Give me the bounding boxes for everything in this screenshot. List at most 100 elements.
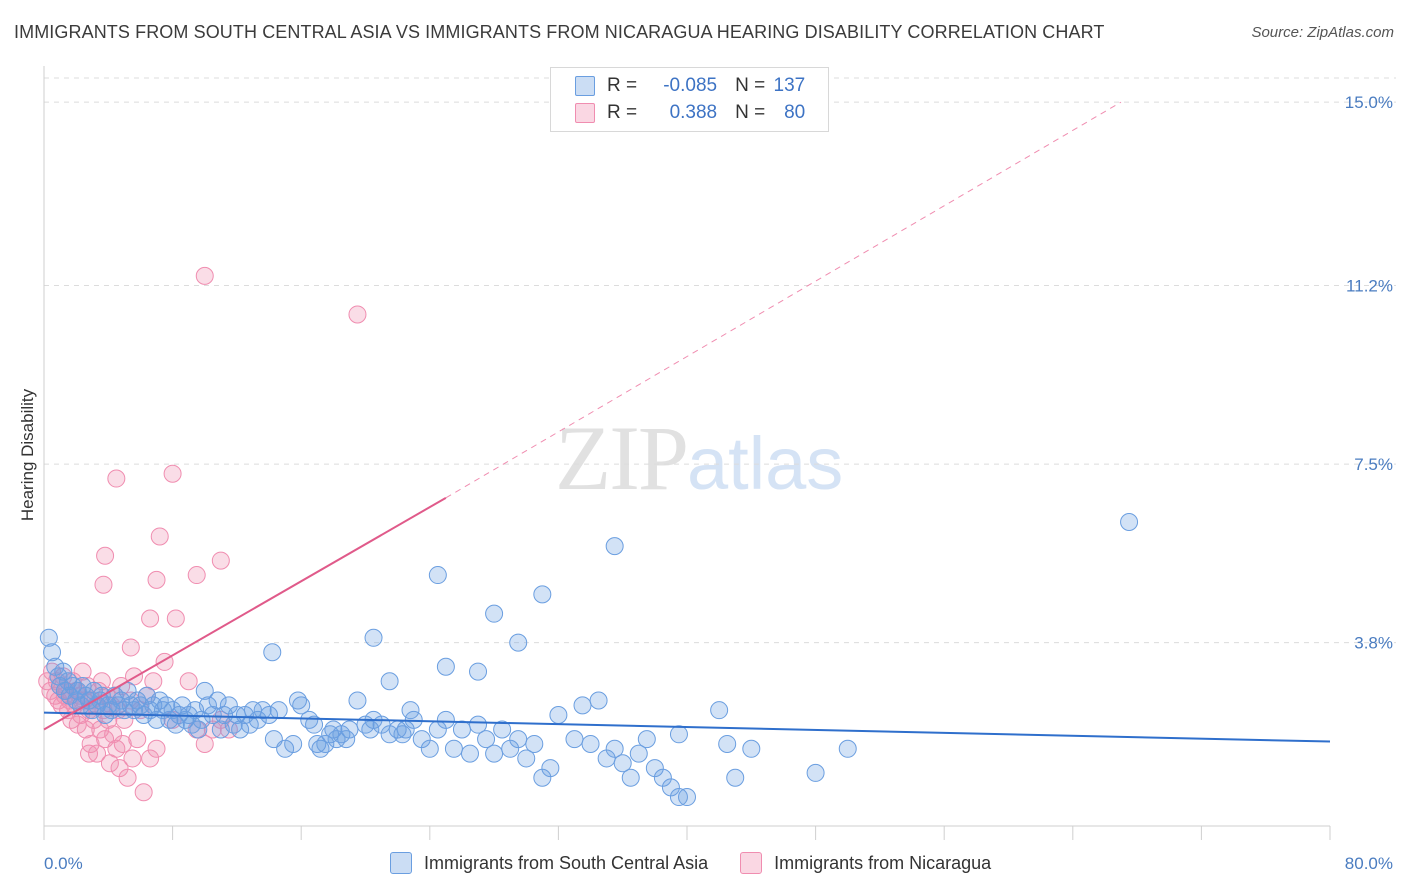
- point-south-central-asia: [327, 730, 346, 749]
- point-nicaragua: [84, 710, 103, 729]
- point-nicaragua: [163, 464, 182, 483]
- point-south-central-asia: [669, 725, 688, 744]
- legend-r-value: 0.388: [669, 102, 718, 123]
- legend-item-south-central-asia[interactable]: Immigrants from South Central Asia: [390, 852, 708, 874]
- point-south-central-asia: [316, 734, 335, 753]
- point-nicaragua: [96, 546, 115, 565]
- legend-n-value: 80: [784, 102, 806, 123]
- point-nicaragua: [187, 566, 206, 585]
- point-nicaragua: [211, 551, 230, 570]
- legend-n-label: N =: [735, 75, 766, 96]
- point-south-central-asia: [292, 696, 311, 715]
- point-south-central-asia: [469, 715, 488, 734]
- point-south-central-asia: [260, 706, 279, 725]
- point-nicaragua: [123, 749, 142, 768]
- point-south-central-asia: [263, 643, 282, 662]
- point-south-central-asia: [420, 739, 439, 758]
- point-south-central-asia: [621, 768, 640, 787]
- legend-item-nicaragua[interactable]: Immigrants from Nicaragua: [740, 852, 991, 874]
- y-tick-label: 7.5%: [1354, 455, 1393, 474]
- point-nicaragua: [150, 527, 169, 546]
- point-south-central-asia: [436, 657, 455, 676]
- watermark-atlas: atlas: [687, 422, 844, 505]
- point-nicaragua: [46, 686, 65, 705]
- point-south-central-asia: [436, 710, 455, 729]
- watermark: ZIPatlas: [555, 405, 843, 511]
- point-south-central-asia: [393, 725, 412, 744]
- point-south-central-asia: [726, 768, 745, 787]
- legend-swatch-blue: [390, 852, 412, 874]
- point-south-central-asia: [198, 696, 217, 715]
- point-south-central-asia: [637, 730, 656, 749]
- point-south-central-asia: [509, 633, 528, 652]
- point-south-central-asia: [380, 672, 399, 691]
- point-south-central-asia: [269, 701, 288, 720]
- point-nicaragua: [80, 744, 99, 763]
- point-south-central-asia: [311, 739, 330, 758]
- point-nicaragua: [141, 609, 160, 628]
- point-south-central-asia: [401, 701, 420, 720]
- point-south-central-asia: [248, 710, 267, 729]
- point-south-central-asia: [288, 691, 307, 710]
- point-nicaragua: [179, 672, 198, 691]
- point-nicaragua: [81, 734, 100, 753]
- point-south-central-asia: [573, 696, 592, 715]
- point-south-central-asia: [605, 537, 624, 556]
- point-south-central-asia: [613, 754, 632, 773]
- x-tick-label: 0.0%: [44, 854, 83, 873]
- point-south-central-asia: [195, 681, 214, 700]
- point-south-central-asia: [581, 734, 600, 753]
- point-south-central-asia: [469, 662, 488, 681]
- point-south-central-asia: [305, 715, 324, 734]
- point-nicaragua: [94, 575, 113, 594]
- point-south-central-asia: [509, 730, 528, 749]
- point-south-central-asia: [59, 672, 78, 691]
- point-south-central-asia: [678, 788, 696, 807]
- correlation-legend: R = -0.085 N = 137 R = 0.388 N = 80: [550, 67, 829, 132]
- y-tick-label: 11.2%: [1346, 277, 1393, 296]
- point-south-central-asia: [549, 706, 568, 725]
- legend-r-value: -0.085: [663, 75, 718, 96]
- point-south-central-asia: [806, 763, 825, 782]
- legend-label: Immigrants from South Central Asia: [424, 852, 709, 873]
- point-south-central-asia: [541, 759, 560, 778]
- point-south-central-asia: [517, 749, 536, 768]
- point-south-central-asia: [361, 720, 380, 739]
- point-south-central-asia: [493, 720, 512, 739]
- point-south-central-asia: [348, 691, 367, 710]
- point-nicaragua: [104, 725, 123, 744]
- point-south-central-asia: [605, 739, 624, 758]
- point-south-central-asia: [444, 739, 463, 758]
- point-nicaragua: [107, 469, 126, 488]
- point-south-central-asia: [215, 706, 234, 725]
- point-south-central-asia: [54, 662, 73, 681]
- point-south-central-asia: [364, 628, 383, 647]
- legend-row-south-central-asia: R = -0.085 N = 137: [575, 74, 805, 98]
- point-nicaragua: [128, 730, 147, 749]
- point-south-central-asia: [589, 691, 608, 710]
- series-legend: Immigrants from South Central Asia Immig…: [390, 852, 1023, 874]
- point-south-central-asia: [189, 720, 208, 739]
- point-nicaragua: [195, 266, 214, 285]
- point-south-central-asia: [477, 730, 496, 749]
- point-south-central-asia: [112, 691, 131, 710]
- legend-row-nicaragua: R = 0.388 N = 80: [575, 101, 805, 125]
- point-nicaragua: [121, 638, 140, 657]
- point-south-central-asia: [231, 720, 250, 739]
- legend-swatch-pink: [740, 852, 763, 874]
- point-nicaragua: [166, 609, 185, 628]
- legend-r-label: R =: [607, 75, 638, 96]
- point-south-central-asia: [428, 566, 447, 585]
- legend-swatch-blue: [575, 76, 595, 96]
- point-nicaragua: [73, 662, 92, 681]
- source-label: Source: ZipAtlas.com: [1251, 24, 1394, 41]
- trend-line-nicaragua: [43, 496, 447, 731]
- x-tick-label: 80.0%: [1345, 854, 1393, 873]
- point-south-central-asia: [284, 734, 303, 753]
- point-nicaragua: [147, 570, 166, 589]
- legend-label: Immigrants from Nicaragua: [774, 852, 992, 873]
- legend-n-value: 137: [773, 75, 806, 96]
- point-south-central-asia: [452, 720, 471, 739]
- trend-line-south-central-asia: [43, 711, 1331, 743]
